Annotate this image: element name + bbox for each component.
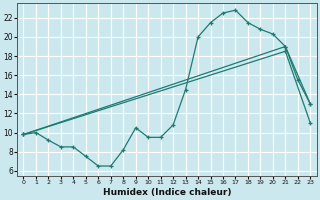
X-axis label: Humidex (Indice chaleur): Humidex (Indice chaleur)	[103, 188, 231, 197]
